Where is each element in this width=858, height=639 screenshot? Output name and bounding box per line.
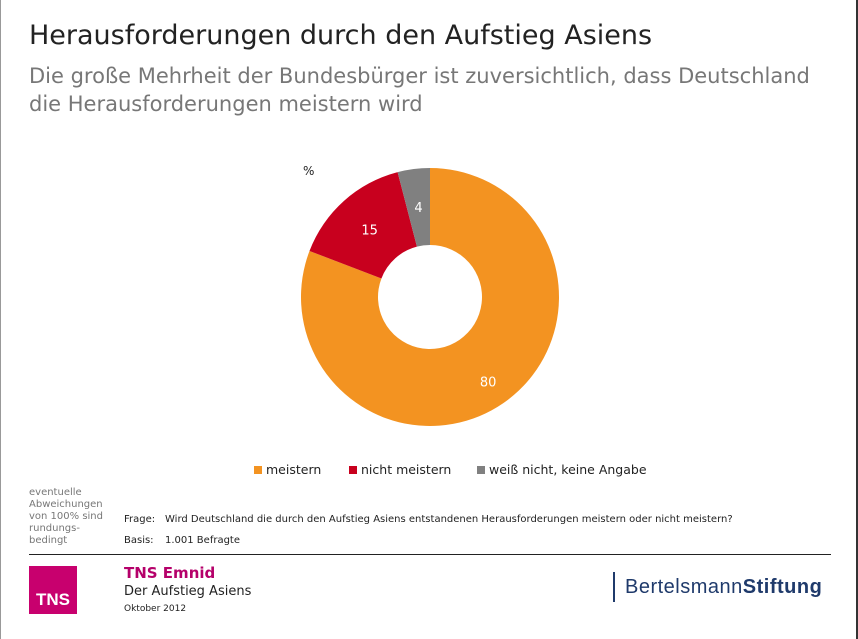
divider bbox=[29, 554, 831, 555]
legend-swatch bbox=[477, 465, 485, 474]
slice-label: 80 bbox=[480, 375, 497, 390]
bertelsmann-logo: BertelsmannStiftung bbox=[613, 572, 822, 602]
legend-item-nicht-meistern: nicht meistern bbox=[349, 462, 451, 477]
legend-swatch bbox=[254, 465, 262, 474]
legend-item-meistern: meistern bbox=[254, 462, 321, 477]
legend-label: weiß nicht, keine Angabe bbox=[489, 462, 647, 477]
rounding-note: eventuelle Abweichungen von 100% sind ru… bbox=[29, 487, 103, 546]
company-name: TNS Emnid bbox=[124, 564, 216, 582]
slice-1 bbox=[309, 172, 417, 279]
legend-swatch bbox=[349, 465, 357, 474]
slice-label: 4 bbox=[414, 201, 422, 216]
report-date: Oktober 2012 bbox=[124, 604, 187, 614]
logo-part: Stiftung bbox=[742, 576, 823, 598]
unit-label: % bbox=[303, 164, 315, 178]
tns-logo: TNS bbox=[29, 566, 77, 614]
question-label: Frage: bbox=[124, 514, 156, 525]
basis-text: 1.001 Befragte bbox=[165, 535, 240, 546]
legend-item-weiss-nicht: weiß nicht, keine Angabe bbox=[477, 462, 647, 477]
project-name: Der Aufstieg Asiens bbox=[124, 584, 252, 599]
page-subtitle: Die große Mehrheit der Bundesbürger ist … bbox=[29, 64, 810, 116]
page-title: Herausforderungen durch den Aufstieg Asi… bbox=[29, 20, 653, 51]
slice-0 bbox=[301, 168, 559, 427]
slice-2 bbox=[397, 168, 430, 247]
legend-label: nicht meistern bbox=[361, 462, 452, 477]
basis-label: Basis: bbox=[124, 535, 154, 546]
donut-chart: 80 15 4 bbox=[301, 168, 559, 427]
question-text: Wird Deutschland die durch den Aufstieg … bbox=[165, 514, 733, 525]
logo-part: Bertelsmann bbox=[625, 576, 743, 598]
slice-label: 15 bbox=[361, 224, 378, 239]
legend-label: meistern bbox=[266, 462, 322, 477]
